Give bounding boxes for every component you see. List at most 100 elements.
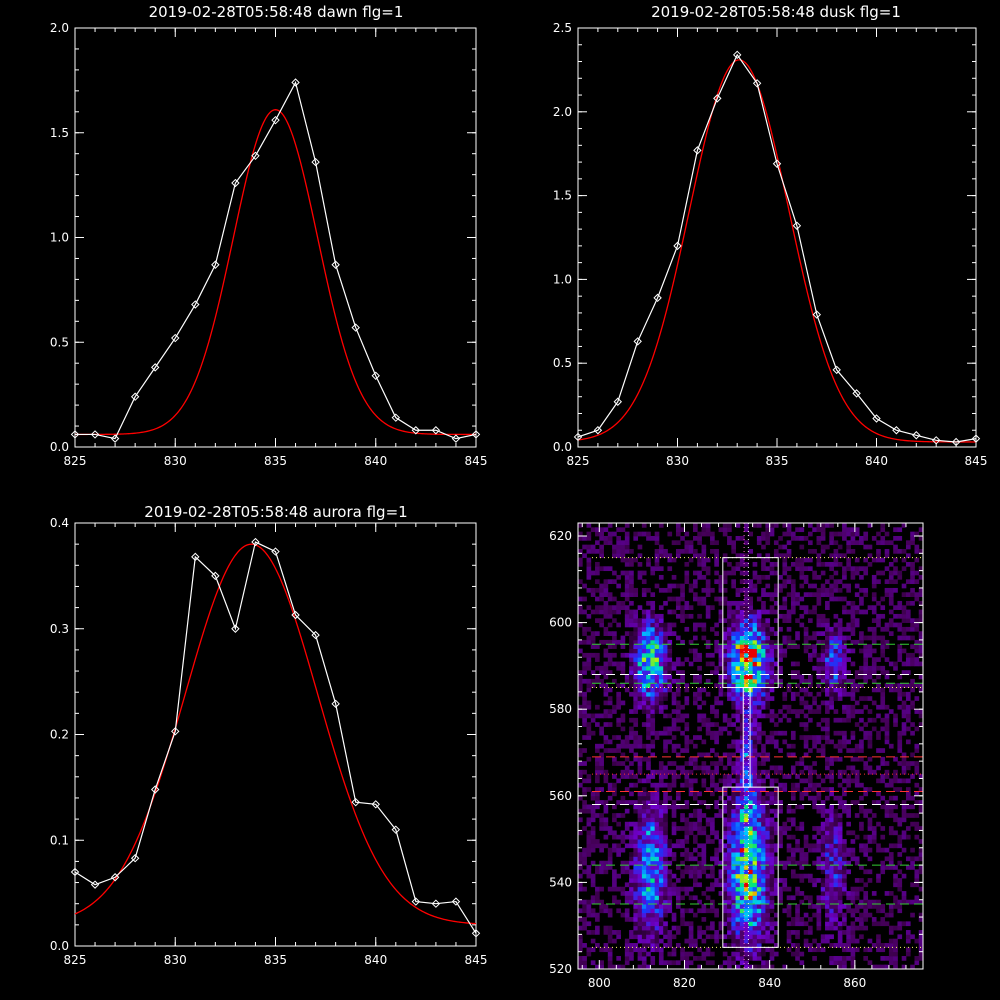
heatmap-cell (829, 700, 834, 706)
heatmap-cell (837, 678, 843, 684)
heatmap-cell (641, 925, 647, 931)
heatmap-cell (586, 839, 592, 844)
heatmap-cell (641, 943, 647, 948)
heatmap-cell (829, 899, 834, 905)
heatmap-cell (880, 826, 886, 831)
heatmap-cell (629, 652, 634, 658)
heatmap-cell (658, 908, 664, 914)
heatmap-cell (867, 561, 873, 567)
heatmap-cell (761, 951, 766, 957)
heatmap-cell (748, 791, 754, 797)
data-point (653, 293, 662, 303)
x-tick-label: 845 (465, 953, 488, 967)
heatmap-cell (705, 644, 711, 649)
heatmap-cell (829, 631, 834, 636)
heatmap-cell (629, 782, 634, 788)
heatmap-cell (599, 821, 604, 827)
heatmap-cell (722, 657, 728, 662)
heatmap-cell (658, 665, 664, 671)
heatmap-cell (731, 639, 736, 645)
heatmap-cell (880, 904, 886, 909)
heatmap-cell (731, 860, 736, 866)
heatmap-cell (680, 613, 685, 619)
heatmap-cell (803, 938, 809, 944)
heatmap-cell (837, 934, 843, 940)
heatmap-cell (620, 670, 626, 675)
heatmap-cell (663, 631, 668, 636)
heatmap-cell (633, 891, 639, 896)
heatmap-cell (727, 626, 732, 632)
heatmap-cell (667, 804, 673, 810)
heatmap-cell (701, 739, 707, 745)
heatmap-cell (820, 860, 826, 866)
heatmap-cell (637, 821, 643, 827)
heatmap-cell (765, 938, 771, 944)
heatmap-cell (769, 964, 775, 970)
heatmap-cell (914, 826, 920, 831)
heatmap-cell (867, 696, 873, 701)
heatmap-cell (641, 873, 647, 879)
heatmap-cell (842, 553, 847, 559)
heatmap-cell (786, 613, 792, 619)
heatmap-cell (624, 960, 630, 966)
heatmap-cell (693, 579, 698, 585)
heatmap-cell (850, 704, 856, 710)
heatmap-cell (607, 912, 613, 918)
heatmap-cell (884, 921, 890, 927)
heatmap-cell (876, 540, 881, 546)
heatmap-cell (744, 808, 749, 814)
heatmap-cell (731, 618, 736, 623)
heatmap-cell (820, 895, 826, 901)
heatmap-cell (756, 800, 762, 805)
heatmap-cell (727, 908, 732, 914)
heatmap-cell (773, 951, 779, 957)
heatmap-cell (633, 678, 639, 684)
heatmap-cell (816, 847, 822, 853)
heatmap-cell (748, 713, 754, 719)
heatmap-cell (582, 713, 587, 719)
heatmap-cell (910, 622, 915, 628)
heatmap-cell (739, 752, 745, 758)
heatmap-cell (624, 622, 630, 628)
heatmap-cell (739, 951, 745, 957)
heatmap-cell (876, 778, 881, 784)
heatmap-cell (735, 696, 741, 701)
heatmap-cell (658, 899, 664, 905)
heatmap-cell (914, 592, 920, 598)
heatmap-cell (744, 774, 749, 779)
heatmap-cell (829, 917, 834, 922)
heatmap-cell (748, 860, 754, 866)
heatmap-cell (620, 769, 626, 775)
heatmap-cell (599, 813, 604, 818)
heatmap-cell (629, 891, 634, 896)
heatmap-cell (680, 583, 685, 589)
heatmap-cell (637, 678, 643, 684)
heatmap-cell (675, 943, 681, 948)
heatmap-cell (918, 899, 924, 905)
heatmap-cell (637, 691, 643, 697)
heatmap-cell (637, 882, 643, 888)
heatmap-cell (629, 878, 634, 883)
heatmap-cell (710, 652, 715, 658)
heatmap-cell (646, 869, 651, 875)
heatmap-cell (829, 869, 834, 875)
heatmap-cell (727, 847, 732, 853)
heatmap-cell (607, 700, 613, 706)
heatmap-cell (918, 592, 924, 598)
heatmap-cell (603, 648, 609, 654)
heatmap-cell (761, 587, 766, 593)
heatmap-cell (612, 774, 617, 779)
heatmap-cell (820, 548, 826, 554)
heatmap-cell (599, 670, 604, 675)
heatmap-cell (590, 570, 596, 576)
heatmap-cell (744, 622, 749, 628)
heatmap-cell (650, 683, 656, 688)
heatmap-cell (905, 626, 911, 632)
heatmap-cell (752, 856, 758, 862)
heatmap-cell (756, 795, 762, 801)
heatmap-cell (910, 899, 915, 905)
heatmap-cell (646, 813, 651, 818)
heatmap-cell (637, 852, 643, 857)
heatmap-cell (637, 804, 643, 810)
heatmap-cell (663, 743, 668, 749)
